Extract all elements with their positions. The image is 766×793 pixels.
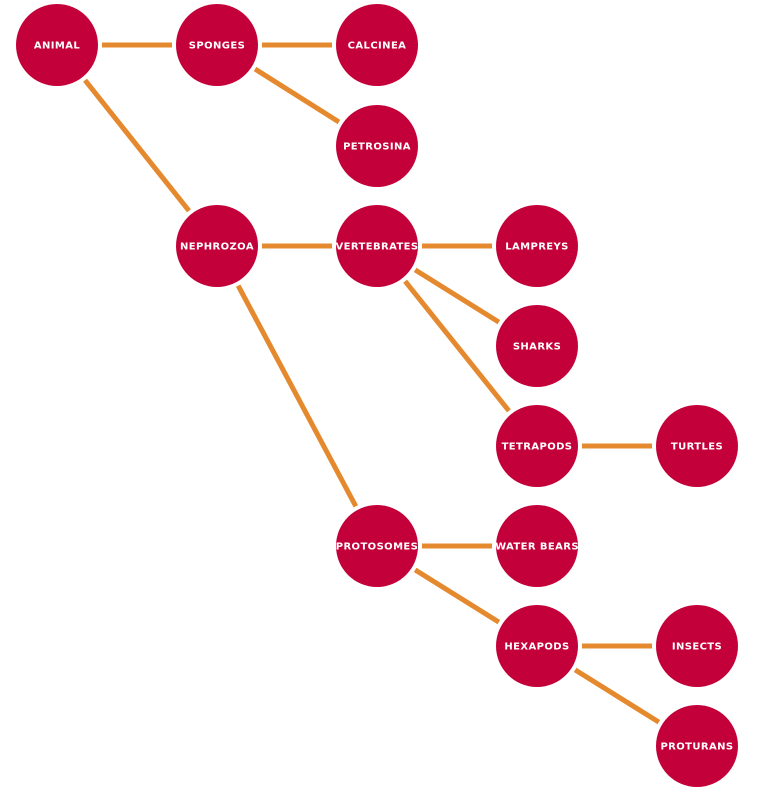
node-water-bears[interactable]: WATER BEARS	[495, 505, 579, 587]
node-circle	[496, 605, 578, 687]
node-label: PROTOSOMES	[336, 542, 419, 553]
node-circle	[336, 205, 418, 287]
node-label: CALCINEA	[348, 41, 407, 52]
node-circle	[656, 405, 738, 487]
node-label: PROTURANS	[660, 742, 733, 753]
link-sponges-petrosina	[253, 66, 341, 125]
node-label: NEPHROZOA	[180, 242, 254, 253]
node-label: LAMPREYS	[505, 242, 569, 253]
node-label: TURTLES	[671, 442, 723, 453]
node-circle	[496, 405, 578, 487]
node-insects[interactable]: INSECTS	[656, 605, 738, 687]
node-circle	[336, 4, 418, 86]
node-label: HEXAPODS	[504, 642, 569, 653]
node-calcinea[interactable]: CALCINEA	[336, 4, 418, 86]
node-circle	[176, 205, 258, 287]
link-vertebrates-tetrapods	[403, 279, 511, 413]
node-circle	[336, 505, 418, 587]
node-circle	[656, 605, 738, 687]
node-tetrapods[interactable]: TETRAPODS	[496, 405, 578, 487]
node-hexapods[interactable]: HEXAPODS	[496, 605, 578, 687]
node-label: TETRAPODS	[502, 442, 573, 453]
node-label: SHARKS	[513, 342, 561, 353]
node-label: VERTEBRATES	[335, 242, 418, 253]
node-nephrozoa[interactable]: NEPHROZOA	[176, 205, 258, 287]
tree-nodes: ANIMAL SPONGES CALCINEA PETROSINA NEPHROZOA V…	[16, 4, 738, 787]
node-label: PETROSINA	[343, 142, 411, 153]
node-petrosina[interactable]: PETROSINA	[336, 105, 418, 187]
link-nephrozoa-protosomes	[235, 284, 359, 508]
node-label: INSECTS	[672, 642, 722, 653]
node-label: ANIMAL	[34, 41, 81, 52]
node-label: SPONGES	[189, 41, 245, 52]
node-circle	[496, 205, 578, 287]
node-sponges[interactable]: SPONGES	[176, 4, 258, 86]
link-hexapods-proturans	[573, 667, 661, 725]
node-circle	[496, 505, 578, 587]
node-circle	[656, 705, 738, 787]
node-circle	[16, 4, 98, 86]
link-protosomes-hexapods	[413, 567, 501, 625]
tree-links	[83, 42, 661, 725]
node-circle	[176, 4, 258, 86]
node-animal[interactable]: ANIMAL	[16, 4, 98, 86]
node-lampreys[interactable]: LAMPREYS	[496, 205, 578, 287]
link-vertebrates-sharks	[413, 267, 501, 325]
node-circle	[496, 305, 578, 387]
link-animal-nephrozoa	[83, 78, 191, 213]
node-vertebrates[interactable]: VERTEBRATES	[335, 205, 418, 287]
node-circle	[336, 105, 418, 187]
node-proturans[interactable]: PROTURANS	[656, 705, 738, 787]
node-label: WATER BEARS	[495, 542, 579, 553]
node-sharks[interactable]: SHARKS	[496, 305, 578, 387]
node-turtles[interactable]: TURTLES	[656, 405, 738, 487]
node-protosomes[interactable]: PROTOSOMES	[336, 505, 419, 587]
